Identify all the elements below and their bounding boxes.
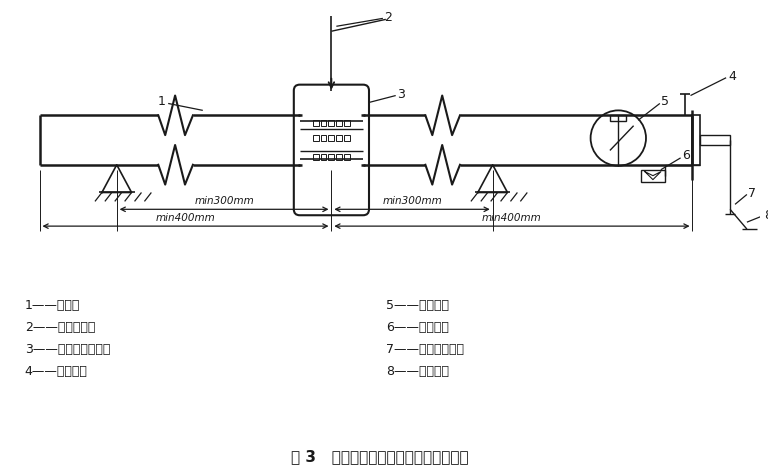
Text: 4: 4 bbox=[728, 70, 736, 83]
Text: 图 3   沟槽式管接头承载力矩试验装置图: 图 3 沟槽式管接头承载力矩试验装置图 bbox=[291, 448, 468, 464]
Text: 3: 3 bbox=[397, 88, 405, 101]
Bar bbox=[344, 155, 350, 160]
Bar bbox=[611, 116, 626, 122]
Text: 7: 7 bbox=[748, 187, 756, 199]
Text: 1: 1 bbox=[157, 95, 165, 108]
Bar bbox=[320, 136, 326, 142]
Bar bbox=[320, 121, 326, 127]
FancyBboxPatch shape bbox=[294, 86, 369, 216]
Bar bbox=[313, 136, 319, 142]
Bar bbox=[329, 136, 334, 142]
Circle shape bbox=[591, 111, 646, 167]
Bar bbox=[336, 136, 343, 142]
Text: 6: 6 bbox=[682, 149, 690, 162]
Text: min400mm: min400mm bbox=[482, 213, 541, 223]
Text: 5——压力表；: 5——压力表； bbox=[386, 299, 449, 312]
Bar bbox=[693, 116, 700, 166]
Bar bbox=[336, 121, 343, 127]
Text: 5: 5 bbox=[660, 95, 669, 108]
Text: 8——支撑点。: 8——支撑点。 bbox=[386, 364, 449, 377]
Text: min300mm: min300mm bbox=[382, 196, 442, 206]
Bar bbox=[344, 121, 350, 127]
Bar bbox=[336, 155, 343, 160]
Text: min400mm: min400mm bbox=[156, 213, 215, 223]
Bar bbox=[344, 136, 350, 142]
Text: 1——管段；: 1——管段； bbox=[25, 299, 80, 312]
Text: 2: 2 bbox=[384, 11, 392, 24]
Bar bbox=[313, 121, 319, 127]
Text: 3——沟槽式管接头；: 3——沟槽式管接头； bbox=[25, 342, 110, 355]
Text: 4——排气口；: 4——排气口； bbox=[25, 364, 88, 377]
Bar bbox=[329, 121, 334, 127]
Bar bbox=[313, 155, 319, 160]
Text: 7——注水充压口；: 7——注水充压口； bbox=[386, 342, 464, 355]
Text: 2——试验载荷；: 2——试验载荷； bbox=[25, 320, 95, 333]
Bar bbox=[320, 155, 326, 160]
Bar bbox=[700, 136, 730, 146]
Bar bbox=[329, 155, 334, 160]
Bar bbox=[641, 170, 665, 182]
Text: min300mm: min300mm bbox=[194, 196, 254, 206]
Text: 8: 8 bbox=[763, 208, 768, 221]
Text: 6——截止阀；: 6——截止阀； bbox=[386, 320, 449, 333]
